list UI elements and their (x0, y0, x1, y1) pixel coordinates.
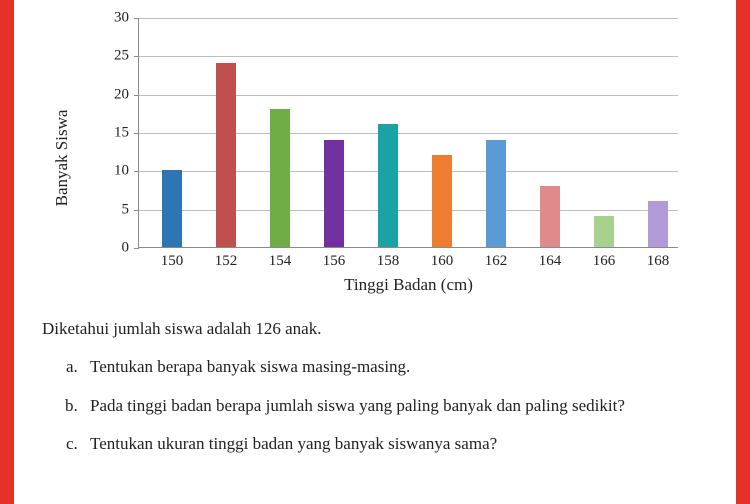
bar (216, 63, 236, 247)
bar (486, 140, 506, 247)
y-tick-label: 5 (122, 201, 130, 218)
question-item: Pada tinggi badan berapa jumlah siswa ya… (82, 393, 708, 419)
y-tick-mark (134, 248, 139, 249)
y-tick-label: 0 (122, 240, 130, 257)
x-tick-label: 168 (647, 253, 670, 270)
question-item: Tentukan berapa banyak siswa masing-masi… (82, 354, 708, 380)
x-tick-label: 158 (377, 253, 400, 270)
question-list: Tentukan berapa banyak siswa masing-masi… (42, 354, 708, 457)
question-item: Tentukan ukuran tinggi badan yang banyak… (82, 431, 708, 457)
x-axis-title: Tinggi Badan (cm) (344, 275, 473, 295)
bar (594, 216, 614, 247)
y-tick-mark (134, 18, 139, 19)
x-tick-label: 166 (593, 253, 616, 270)
y-tick-mark (134, 171, 139, 172)
y-tick-label: 30 (114, 10, 129, 27)
bar (432, 155, 452, 247)
y-tick-label: 10 (114, 163, 129, 180)
chart-container: Banyak Siswa Tinggi Badan (cm) 051015202… (98, 18, 718, 298)
y-tick-mark (134, 210, 139, 211)
x-tick-label: 156 (323, 253, 346, 270)
plot-area: Tinggi Badan (cm) 0510152025301501521541… (138, 18, 678, 248)
bar (162, 170, 182, 247)
bar (540, 186, 560, 247)
x-tick-label: 154 (269, 253, 292, 270)
y-tick-mark (134, 133, 139, 134)
x-tick-label: 150 (161, 253, 184, 270)
intro-text: Diketahui jumlah siswa adalah 126 anak. (42, 316, 708, 342)
y-axis-title: Banyak Siswa (52, 110, 72, 207)
y-tick-mark (134, 95, 139, 96)
grid-line (139, 18, 678, 19)
y-tick-label: 20 (114, 86, 129, 103)
y-tick-label: 25 (114, 48, 129, 65)
bar (270, 109, 290, 247)
page-frame: Banyak Siswa Tinggi Badan (cm) 051015202… (0, 0, 750, 504)
bar (378, 124, 398, 247)
bar (648, 201, 668, 247)
x-tick-label: 162 (485, 253, 508, 270)
x-tick-label: 160 (431, 253, 454, 270)
grid-line (139, 56, 678, 57)
y-tick-label: 15 (114, 125, 129, 142)
x-tick-label: 152 (215, 253, 238, 270)
body-text: Diketahui jumlah siswa adalah 126 anak. … (38, 316, 712, 457)
bar (324, 140, 344, 247)
x-tick-label: 164 (539, 253, 562, 270)
y-tick-mark (134, 56, 139, 57)
